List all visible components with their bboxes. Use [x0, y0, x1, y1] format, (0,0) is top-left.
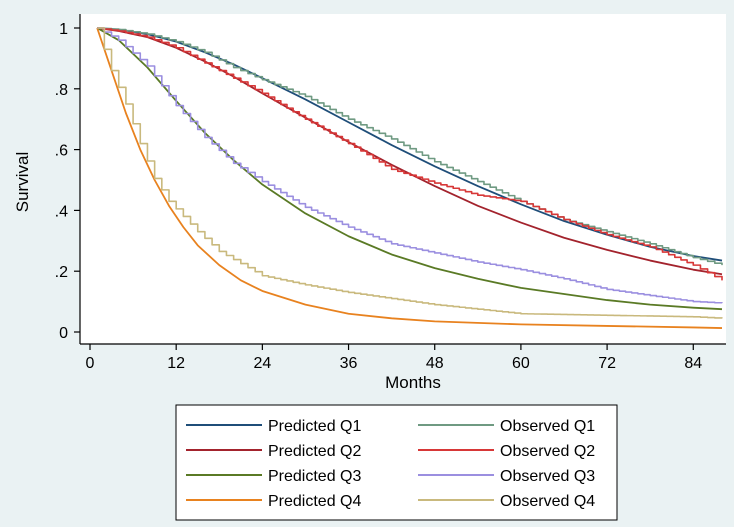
y-tick-label: 0 — [59, 325, 68, 342]
y-tick-label: .8 — [55, 82, 68, 99]
legend-label: Observed Q2 — [500, 443, 595, 460]
series-layer — [96, 27, 723, 329]
legend-label: Predicted Q1 — [268, 418, 361, 435]
legend-label: Observed Q1 — [500, 418, 595, 435]
y-axis-title: Survival — [13, 152, 32, 212]
x-tick-label: 0 — [86, 355, 95, 372]
legend-label: Predicted Q3 — [268, 468, 361, 485]
series-line-observed-q1 — [97, 27, 723, 266]
y-tick-label: 1 — [59, 21, 68, 38]
y-tick-label: .4 — [55, 203, 68, 220]
axes-layer: 0 12 24 36 48 60 72 84 0 .2 .4 .6 .8 1 — [55, 14, 726, 372]
series-line-observed-q3 — [97, 27, 723, 304]
legend-label: Observed Q4 — [500, 493, 595, 510]
series-line-predicted-q4 — [96, 27, 723, 329]
legend: Predicted Q1 Predicted Q2 Predicted Q3 Pred… — [175, 404, 618, 521]
x-tick-label: 48 — [426, 355, 444, 372]
series-line-observed-q4 — [97, 27, 723, 319]
x-axis-title: Months — [385, 373, 441, 392]
x-tick-label: 12 — [167, 355, 185, 372]
legend-label: Observed Q3 — [500, 468, 595, 485]
x-tick-label: 84 — [684, 355, 702, 372]
y-tick-label: .6 — [55, 143, 68, 160]
legend-label: Predicted Q2 — [268, 443, 361, 460]
x-tick-label: 36 — [340, 355, 358, 372]
x-tick-label: 72 — [598, 355, 616, 372]
plot-area — [80, 14, 726, 344]
series-line-predicted-q2 — [97, 27, 723, 276]
y-tick-label: .2 — [55, 264, 68, 281]
x-tick-label: 24 — [253, 355, 271, 372]
x-tick-label: 60 — [512, 355, 530, 372]
series-line-observed-q2 — [97, 27, 723, 281]
legend-label: Predicted Q4 — [268, 493, 361, 510]
